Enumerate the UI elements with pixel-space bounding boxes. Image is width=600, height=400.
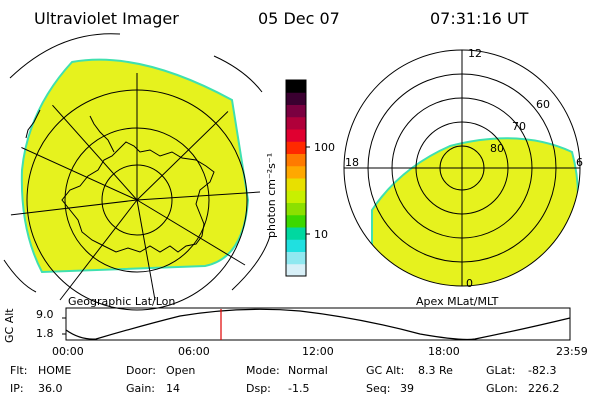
colorbar-unit-label: photon cm⁻²s⁻¹ bbox=[265, 152, 278, 238]
mode-label: Mode: bbox=[246, 364, 280, 377]
colorbar-segment bbox=[286, 80, 306, 93]
polar-caption: Apex MLat/MLT bbox=[416, 295, 499, 308]
time-tick-1800: 18:00 bbox=[428, 345, 460, 358]
geo-emission-region bbox=[20, 58, 250, 274]
gain-label: Gain: bbox=[126, 382, 155, 395]
mode-value: Normal bbox=[288, 364, 328, 377]
flt-label: Flt: bbox=[10, 364, 28, 377]
ip-label: IP: bbox=[10, 382, 24, 395]
colorbar-segment bbox=[286, 227, 306, 240]
polar-emission-region bbox=[371, 137, 579, 286]
colorbar-segment bbox=[286, 178, 306, 191]
time-label: 07:31:16 UT bbox=[430, 9, 529, 28]
colorbar-segment bbox=[286, 153, 306, 167]
colorbar-segment bbox=[286, 129, 306, 142]
colorbar-segment bbox=[286, 263, 306, 277]
mlt-label-12: 12 bbox=[468, 47, 482, 60]
glon-label: GLon: bbox=[486, 382, 518, 395]
gcalt-label: GC Alt: bbox=[366, 364, 405, 377]
colorbar-segment bbox=[286, 239, 306, 252]
colorbar-segment bbox=[286, 202, 306, 216]
mlt-label-18: 18 bbox=[345, 156, 359, 169]
ip-value: 36.0 bbox=[38, 382, 63, 395]
colorbar-segment bbox=[286, 104, 306, 118]
time-tick-0600: 06:00 bbox=[178, 345, 210, 358]
door-label: Door: bbox=[126, 364, 156, 377]
colorbar-segment bbox=[286, 251, 306, 265]
gcalt-value: 8.3 Re bbox=[418, 364, 453, 377]
mlat-label-80: 80 bbox=[490, 142, 504, 155]
glon-value: 226.2 bbox=[528, 382, 560, 395]
glat-value: -82.3 bbox=[528, 364, 557, 377]
colorbar-segment bbox=[286, 116, 306, 130]
geographic-map bbox=[3, 33, 271, 327]
mlt-label-0: 0 bbox=[466, 277, 473, 290]
dsp-value: -1.5 bbox=[288, 382, 310, 395]
seq-value: 39 bbox=[400, 382, 414, 395]
time-tick-0000: 00:00 bbox=[52, 345, 84, 358]
flt-value: HOME bbox=[38, 364, 72, 377]
mlat-label-70: 70 bbox=[512, 120, 526, 133]
polar-map bbox=[343, 49, 581, 287]
altitude-ytick-high: 9.0 bbox=[36, 308, 54, 321]
time-tick-1200: 12:00 bbox=[302, 345, 334, 358]
coastline bbox=[61, 141, 215, 253]
altitude-plot bbox=[62, 307, 571, 341]
seq-label: Seq: bbox=[366, 382, 391, 395]
mlt-label-6: 6 bbox=[576, 156, 583, 169]
colorbar-segment bbox=[286, 190, 306, 203]
glat-label: GLat: bbox=[486, 364, 516, 377]
colorbar-segment bbox=[286, 141, 306, 154]
colorbar-segment bbox=[286, 92, 306, 105]
colorbar-segment bbox=[286, 214, 306, 228]
colorbar-segment bbox=[286, 165, 306, 179]
door-value: Open bbox=[166, 364, 196, 377]
date-label: 05 Dec 07 bbox=[258, 9, 340, 28]
dsp-label: Dsp: bbox=[246, 382, 271, 395]
color-scale-bar bbox=[285, 79, 310, 277]
altitude-ylabel: GC Alt bbox=[3, 308, 16, 343]
gain-value: 14 bbox=[166, 382, 180, 395]
altitude-ytick-low: 1.8 bbox=[36, 327, 54, 340]
mlat-label-60: 60 bbox=[536, 98, 550, 111]
colorbar-tick-100: 100 bbox=[314, 141, 335, 154]
time-tick-2359: 23:59 bbox=[556, 345, 588, 358]
altitude-curve bbox=[65, 308, 571, 341]
geographic-caption: Geographic Lat/Lon bbox=[68, 295, 176, 308]
colorbar-tick-10: 10 bbox=[314, 228, 328, 241]
instrument-title: Ultraviolet Imager bbox=[34, 9, 179, 28]
